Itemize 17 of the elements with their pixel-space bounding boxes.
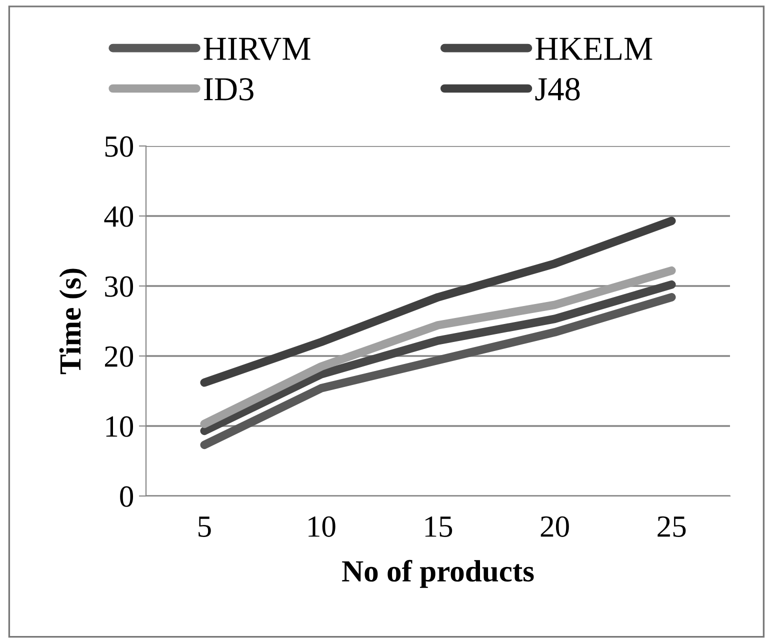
x-tick-label: 10: [308, 516, 336, 537]
legend-label: HIRVM: [204, 38, 310, 60]
y-tick-label: 20: [104, 346, 134, 367]
y-tick-label: 50: [105, 136, 134, 157]
legend-label: HKELM: [536, 38, 652, 60]
y-tick-label: 40: [104, 206, 134, 227]
legend-label: ID3: [204, 78, 254, 100]
x-tick-label: 5: [198, 516, 211, 537]
y-tick-label: 10: [106, 416, 134, 437]
x-axis-title: No of products: [342, 560, 534, 588]
y-tick-label: 30: [105, 276, 134, 297]
y-tick-label: 0: [120, 486, 134, 507]
legend-label: J48: [535, 78, 580, 100]
x-tick-label: 15: [425, 516, 452, 537]
y-axis-title: Time (s): [59, 268, 87, 374]
x-tick-label: 25: [658, 516, 686, 537]
x-tick-label: 20: [540, 516, 569, 537]
